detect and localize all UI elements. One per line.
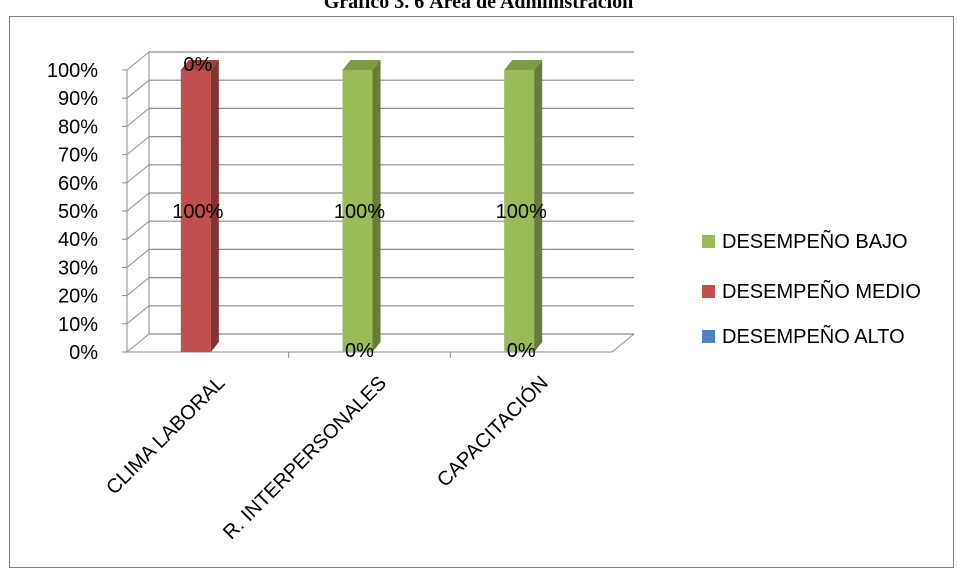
x-tick-label: R. INTERPERSONALES — [219, 372, 391, 544]
data-label: 100% — [496, 201, 547, 223]
y-tick-label: 100% — [47, 60, 98, 82]
gridline-diagonal — [126, 51, 150, 71]
chart-frame — [9, 16, 954, 568]
gridline-diagonal — [126, 108, 150, 127]
data-label: 0% — [507, 340, 536, 362]
bar-top-desempeno-bajo-capacitacion — [504, 60, 543, 70]
y-tick-label: 60% — [58, 173, 98, 195]
y-tick-label: 80% — [58, 116, 98, 138]
bar-desempeno-bajo-capacitacion — [504, 70, 535, 352]
y-tick-label: 50% — [58, 201, 98, 223]
bar-side-desempeno-bajo-r-interpersonales — [372, 60, 381, 352]
gridline-diagonal — [126, 192, 150, 212]
x-tick-label: CLIMA LABORAL — [102, 372, 229, 499]
bar-side-desempeno-medio-clima-laboral — [210, 60, 219, 352]
gridline-diagonal — [126, 79, 150, 99]
y-tick-label: 10% — [58, 314, 98, 336]
data-label: 100% — [172, 201, 223, 223]
y-tick-label: 20% — [58, 286, 98, 308]
bar-side-desempeno-bajo-capacitacion — [534, 60, 543, 352]
x-tick-label: CAPACITACIÓN — [432, 371, 552, 491]
legend-swatch-desempeno-medio — [702, 285, 715, 298]
y-tick-label: 0% — [69, 342, 98, 364]
legend-swatch-desempeno-bajo — [702, 235, 715, 248]
gridline-diagonal — [126, 249, 150, 268]
y-tick-label: 40% — [58, 229, 98, 251]
floor-right-edge — [611, 333, 635, 353]
data-label: 0% — [345, 340, 374, 362]
gridline-diagonal — [126, 333, 150, 353]
data-label: 0% — [183, 54, 212, 76]
bar-desempeno-bajo-r-interpersonales — [342, 70, 373, 352]
bar-desempeno-medio-clima-laboral — [180, 70, 211, 352]
bar-top-desempeno-bajo-r-interpersonales — [342, 60, 381, 70]
y-tick-label: 90% — [58, 88, 98, 110]
gridline-diagonal — [126, 305, 150, 325]
y-tick-label: 30% — [58, 257, 98, 279]
gridline-diagonal — [126, 136, 150, 155]
y-tick-label: 70% — [58, 145, 98, 167]
chart-title: Gráfico 3. 6 Área de Administración — [323, 0, 634, 13]
gridline-diagonal — [126, 277, 150, 296]
legend-label-desempeno-medio: DESEMPEÑO MEDIO — [722, 279, 921, 303]
gridline-diagonal — [126, 164, 150, 184]
legend-swatch-desempeno-alto — [702, 330, 715, 343]
data-label: 100% — [334, 201, 385, 223]
legend-label-desempeno-alto: DESEMPEÑO ALTO — [722, 324, 905, 348]
legend-label-desempeno-bajo: DESEMPEÑO BAJO — [722, 229, 908, 253]
bar-top-desempeno-medio-clima-laboral — [180, 60, 219, 70]
gridline-diagonal — [126, 220, 150, 240]
